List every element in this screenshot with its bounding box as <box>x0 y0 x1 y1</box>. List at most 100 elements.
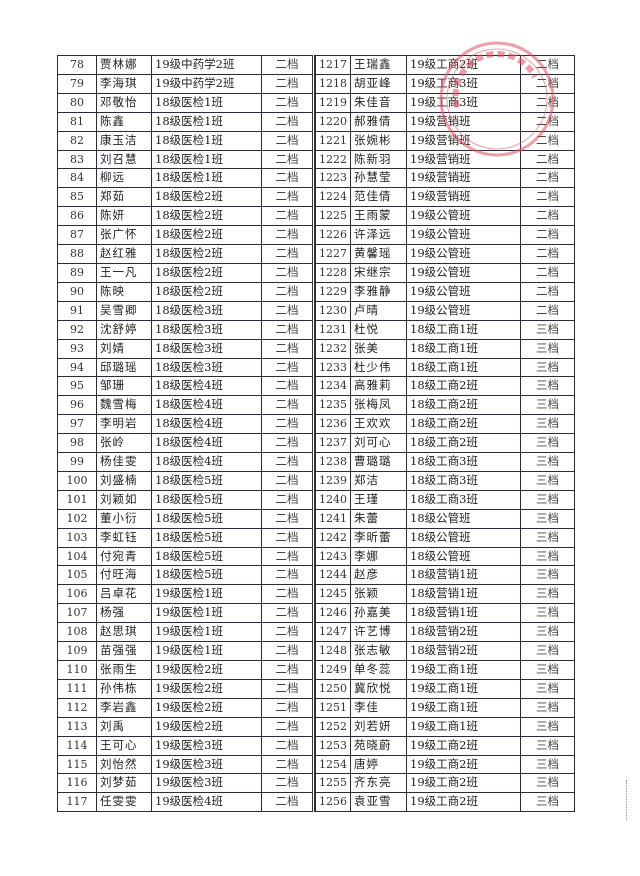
grade-level: 三档 <box>520 697 575 718</box>
table-row: 1230 卢晴 19级公管班 二档 <box>315 300 575 321</box>
class-name: 19级医检1班 <box>151 622 262 643</box>
class-name: 19级医检1班 <box>151 584 262 605</box>
grade-level: 二档 <box>261 584 314 605</box>
class-name: 19级工商2班 <box>406 773 521 794</box>
class-name: 19级医检2班 <box>151 716 262 737</box>
class-name: 18级医检1班 <box>151 149 262 170</box>
student-name: 刘颖如 <box>96 489 152 510</box>
class-name: 18级医检5班 <box>151 470 262 491</box>
student-table-left: 78 贾林娜 19级中药学2班 二档 79 李海琪 19级中药学2班 二档 80 邓敬怡 18级医检… <box>57 55 315 813</box>
student-name: 邓敬怡 <box>96 92 152 113</box>
student-name: 赵红雅 <box>96 244 152 264</box>
row-number: 1240 <box>315 489 351 510</box>
row-number: 1230 <box>315 300 351 321</box>
table-row: 83 刘召慧 18级医检1班 二档 <box>57 149 314 170</box>
class-name: 19级工商1班 <box>406 678 521 699</box>
student-name: 郝雅倩 <box>350 111 407 132</box>
row-number: 91 <box>57 300 97 321</box>
grade-level: 二档 <box>520 168 575 189</box>
row-number: 1221 <box>315 130 351 151</box>
row-number: 1253 <box>315 735 351 756</box>
row-number: 85 <box>57 187 97 208</box>
class-name: 18级医检5班 <box>151 508 262 529</box>
student-table-right: 1217 王瑞鑫 19级工商2班 二档 1218 胡亚峰 19级工商3班 二档 1219 朱佳音 1… <box>315 55 575 813</box>
row-number: 1218 <box>315 73 351 94</box>
student-name: 张广怀 <box>96 225 152 246</box>
student-name: 邱璐瑶 <box>96 357 152 378</box>
grade-level: 二档 <box>261 452 314 472</box>
row-number: 99 <box>57 452 97 472</box>
student-name: 刘盛楠 <box>96 470 152 491</box>
table-row: 1256 袁亚雪 19级工商2班 三档 <box>315 792 575 813</box>
class-name: 18级营销1班 <box>406 584 521 605</box>
grade-level: 三档 <box>520 470 575 491</box>
student-name: 李佳 <box>350 697 407 718</box>
student-name: 赵彦 <box>350 565 407 586</box>
table-row: 1225 王雨蒙 19级公管班 二档 <box>315 206 575 227</box>
row-number: 1242 <box>315 527 351 548</box>
row-number: 90 <box>57 281 97 302</box>
grade-level: 二档 <box>261 168 314 189</box>
class-name: 18级医检4班 <box>151 395 262 416</box>
table-row: 101 刘颖如 18级医检5班 二档 <box>57 489 314 510</box>
row-number: 101 <box>57 489 97 510</box>
table-row: 109 苗强强 19级医检1班 二档 <box>57 641 314 661</box>
class-name: 19级中药学2班 <box>151 73 262 94</box>
scholarship-list-sheet: 78 贾林娜 19级中药学2班 二档 79 李海琪 19级中药学2班 二档 80 邓敬怡 18级医检… <box>57 41 575 813</box>
row-number: 1250 <box>315 678 351 699</box>
student-name: 苗强强 <box>96 641 152 661</box>
table-row: 1253 苑晓蔚 19级工商2班 三档 <box>315 735 575 756</box>
student-name: 陈鑫 <box>96 111 152 132</box>
row-number: 82 <box>57 130 97 151</box>
class-name: 18级医检5班 <box>151 489 262 510</box>
student-name: 王雨蒙 <box>350 206 407 227</box>
student-name: 刘召慧 <box>96 149 152 170</box>
grade-level: 二档 <box>261 754 314 775</box>
grade-level: 二档 <box>261 565 314 586</box>
grade-level: 三档 <box>520 357 575 378</box>
grade-level: 二档 <box>261 300 314 321</box>
table-row: 1220 郝雅倩 19级营销班 二档 <box>315 111 575 132</box>
class-name: 19级医检2班 <box>151 660 262 680</box>
row-number: 1246 <box>315 603 351 624</box>
student-name: 李昕蕾 <box>350 527 407 548</box>
grade-level: 二档 <box>261 489 314 510</box>
table-row: 1242 李昕蕾 18级公管班 三档 <box>315 527 575 548</box>
row-number: 102 <box>57 508 97 529</box>
row-number: 92 <box>57 319 97 340</box>
table-row: 1246 孙嘉美 18级营销1班 三档 <box>315 603 575 624</box>
grade-level: 二档 <box>261 735 314 756</box>
grade-level: 二档 <box>261 697 314 718</box>
class-name: 18级医检3班 <box>151 300 262 321</box>
class-name: 18级医检4班 <box>151 376 262 397</box>
student-name: 张梅凤 <box>350 395 407 416</box>
class-name: 18级工商3班 <box>406 470 521 491</box>
row-number: 1245 <box>315 584 351 605</box>
row-number: 1243 <box>315 546 351 567</box>
row-number: 84 <box>57 168 97 189</box>
class-name: 19级医检2班 <box>151 697 262 718</box>
grade-level: 二档 <box>520 187 575 208</box>
grade-level: 三档 <box>520 565 575 586</box>
row-number: 1225 <box>315 206 351 227</box>
class-name: 18级工商3班 <box>406 452 521 472</box>
student-name: 李海琪 <box>96 73 152 94</box>
table-row: 92 沈舒婷 18级医检3班 二档 <box>57 319 314 340</box>
table-row: 1224 范佳倩 19级营销班 二档 <box>315 187 575 208</box>
student-name: 孙伟栋 <box>96 678 152 699</box>
class-name: 19级公管班 <box>406 225 521 246</box>
grade-level: 二档 <box>261 641 314 661</box>
table-row: 1244 赵彦 18级营销1班 三档 <box>315 565 575 586</box>
class-name: 19级医检3班 <box>151 754 262 775</box>
row-number: 1217 <box>315 55 351 75</box>
grade-level: 三档 <box>520 660 575 680</box>
student-name: 胡亚峰 <box>350 73 407 94</box>
table-row: 116 刘梦茹 19级医检3班 二档 <box>57 773 314 794</box>
table-row: 1229 李雅静 19级公管班 二档 <box>315 281 575 302</box>
grade-level: 二档 <box>261 546 314 567</box>
row-number: 113 <box>57 716 97 737</box>
grade-level: 二档 <box>261 716 314 737</box>
row-number: 83 <box>57 149 97 170</box>
class-name: 18级工商2班 <box>406 414 521 435</box>
grade-level: 三档 <box>520 603 575 624</box>
